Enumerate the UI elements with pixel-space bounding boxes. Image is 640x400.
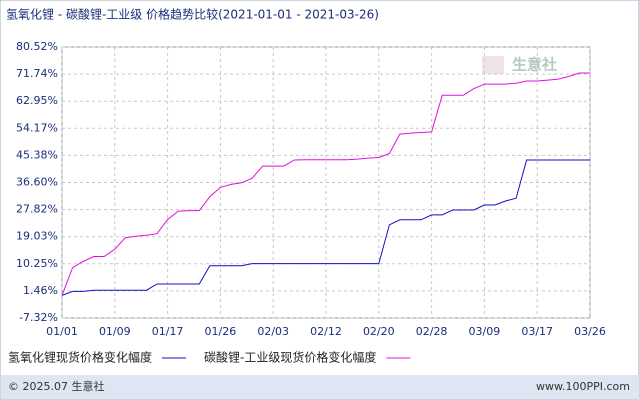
x-tick-label: 01/26 xyxy=(205,325,237,338)
legend-label: 氢氧化锂现货价格变化幅度 xyxy=(8,350,152,365)
y-tick-label: 19.03% xyxy=(16,230,58,243)
legend-label: 碳酸锂-工业级现货价格变化幅度 xyxy=(204,350,376,365)
x-tick-label: 02/28 xyxy=(416,325,448,338)
series-line xyxy=(61,72,590,296)
footer-right: www.100PPI.com xyxy=(536,380,630,393)
watermark-logo xyxy=(482,56,504,74)
y-tick-label: 10.25% xyxy=(16,257,58,270)
x-tick-label: 01/17 xyxy=(152,325,184,338)
x-tick-label: 02/20 xyxy=(363,325,395,338)
x-tick-label: 02/12 xyxy=(310,325,342,338)
x-tick-label: 01/01 xyxy=(46,325,78,338)
x-tick-label: 03/09 xyxy=(469,325,501,338)
y-tick-label: 45.38% xyxy=(16,148,58,161)
y-tick-label: 80.52% xyxy=(16,40,58,53)
x-tick-label: 02/03 xyxy=(257,325,289,338)
x-tick-label: 03/17 xyxy=(521,325,553,338)
x-tick-label: 03/26 xyxy=(574,325,606,338)
y-tick-label: -7.32% xyxy=(19,311,58,324)
footer-left: © 2025.07 生意社 xyxy=(8,379,104,393)
y-tick-label: 1.46% xyxy=(23,284,58,297)
y-tick-label: 36.60% xyxy=(16,176,58,189)
series-line xyxy=(61,159,590,296)
y-tick-label: 27.82% xyxy=(16,203,58,216)
watermark: 生意社 xyxy=(512,56,557,74)
x-tick-label: 01/09 xyxy=(99,325,131,338)
chart-title: 氢氧化锂 - 碳酸锂-工业级 价格趋势比较(2021-01-01 - 2021-… xyxy=(6,7,379,22)
footer-bar xyxy=(1,375,639,399)
y-tick-label: 54.17% xyxy=(16,121,58,134)
y-tick-label: 71.74% xyxy=(16,67,58,80)
y-tick-label: 62.95% xyxy=(16,94,58,107)
